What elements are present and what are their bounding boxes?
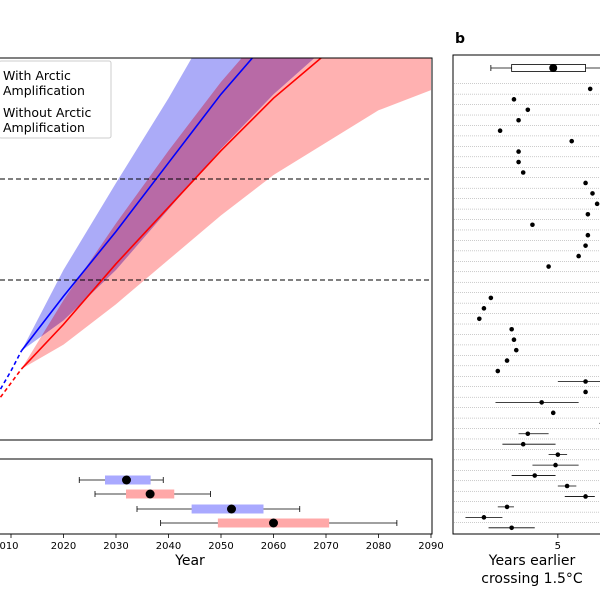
legend-with-line2: Amplification <box>3 83 85 98</box>
without-aa-band <box>21 58 431 369</box>
model-point <box>539 400 544 405</box>
x-tick-label: 2030 <box>103 541 128 552</box>
model-point <box>532 473 538 478</box>
model-point <box>583 243 588 248</box>
panel-a-frame <box>0 57 433 441</box>
model-point <box>569 138 575 144</box>
model-point <box>594 201 600 207</box>
model-point <box>530 222 535 228</box>
with-aa-mean-line <box>20 58 254 352</box>
panel-b-xlabel-line2: crossing 1.5°C <box>481 571 583 587</box>
model-point <box>477 316 482 322</box>
model-point <box>488 295 494 301</box>
with-aa-historical-line <box>0 350 23 390</box>
model-point <box>587 86 593 92</box>
model-point <box>555 452 561 457</box>
boxplot-4 <box>160 518 398 528</box>
x-axis-label: Year <box>174 553 205 569</box>
model-point <box>553 462 558 468</box>
x-tick-label: 2080 <box>366 541 391 552</box>
panel-b-label: b <box>455 31 465 47</box>
model-point <box>564 483 570 489</box>
overlap-band <box>21 58 368 351</box>
b-x-tick-label: 5 <box>555 541 561 552</box>
without-aa-historical-line <box>0 368 23 398</box>
boxplot-median <box>122 475 131 485</box>
summary-median <box>549 64 558 72</box>
summary-boxplot <box>490 64 600 72</box>
model-point <box>583 494 588 499</box>
panel-b-xlabel-line1: Years earlier <box>488 553 576 569</box>
model-point <box>509 326 514 332</box>
model-point <box>585 212 591 217</box>
boxplot-median <box>145 489 155 499</box>
x-tick-label: 2090 <box>418 541 443 552</box>
boxplot-median <box>227 504 236 514</box>
model-point <box>525 107 531 113</box>
panel-a-main-plot: With Arctic Amplification Without Arctic… <box>0 57 433 441</box>
x-tick-label: 2050 <box>208 541 233 552</box>
model-point <box>509 525 514 531</box>
legend-without-line2: Amplification <box>3 120 85 135</box>
model-point <box>520 170 526 175</box>
panel-b: b 510 Years earlier crossing 1.5°C <box>452 31 600 587</box>
without-aa-mean-line <box>20 58 323 370</box>
model-point <box>583 379 588 384</box>
x-tick-label: 2060 <box>261 541 286 552</box>
model-point <box>511 337 517 343</box>
panel-a-boxplot: 010 2020 2030 2040 2050 2060 2070 2080 2090 Year <box>0 458 444 569</box>
model-point <box>516 149 521 154</box>
model-point <box>583 389 588 395</box>
model-point <box>511 97 517 102</box>
model-point <box>516 159 521 165</box>
model-point <box>481 306 487 311</box>
model-point <box>585 232 591 238</box>
model-point <box>583 180 588 186</box>
panel-b-frame <box>452 54 600 535</box>
model-point <box>550 410 556 416</box>
boxplot-2 <box>94 489 211 499</box>
boxplot-frame <box>0 458 433 535</box>
x-tick-label: 010 <box>0 541 19 552</box>
model-point <box>513 347 519 353</box>
x-tick-label: 2020 <box>51 541 76 552</box>
summary-box <box>511 64 586 72</box>
legend: With Arctic Amplification Without Arctic… <box>0 60 112 139</box>
boxplot-1 <box>78 475 164 485</box>
legend-with-line1: With Arctic <box>3 68 71 83</box>
model-point <box>525 431 531 437</box>
boxplot-3 <box>136 504 301 514</box>
model-point <box>576 253 581 259</box>
model-point <box>516 117 521 123</box>
model-point <box>497 128 503 133</box>
model-point <box>546 264 551 269</box>
model-point <box>590 191 595 196</box>
boxplot-median <box>269 518 278 528</box>
model-point <box>504 504 510 510</box>
model-point <box>520 441 526 447</box>
model-point <box>495 368 501 374</box>
model-point <box>481 515 487 520</box>
legend-without-line1: Without Arctic <box>3 105 91 120</box>
x-tick-label: 2070 <box>313 541 338 552</box>
model-point <box>504 358 510 363</box>
x-tick-label: 2040 <box>156 541 181 552</box>
